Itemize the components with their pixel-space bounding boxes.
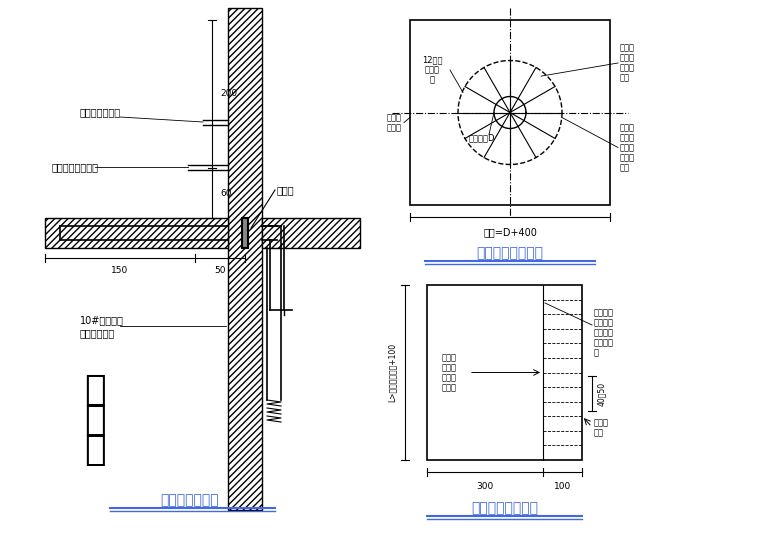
- Text: 200: 200: [220, 90, 237, 98]
- Text: 外壁: 外壁: [620, 74, 630, 83]
- Text: 尖形叶: 尖形叶: [620, 43, 635, 53]
- Text: 面: 面: [84, 433, 106, 467]
- Text: 线: 线: [429, 76, 435, 84]
- Text: 50: 50: [214, 266, 226, 275]
- Text: 于管道: 于管道: [620, 63, 635, 72]
- Text: 裁剪虚: 裁剪虚: [425, 66, 439, 75]
- Text: 外涂防水涂料: 外涂防水涂料: [80, 328, 116, 338]
- Text: 线（与: 线（与: [620, 133, 635, 142]
- Text: 管壁: 管壁: [594, 429, 604, 438]
- Text: 墙立面: 墙立面: [387, 123, 402, 132]
- Text: 管道阴: 管道阴: [620, 143, 635, 152]
- Bar: [228, 8, 262, 510]
- Text: 止水环: 止水环: [277, 185, 295, 195]
- Text: 40～50: 40～50: [597, 381, 606, 405]
- Bar: [427, 285, 582, 460]
- Bar: [45, 218, 228, 248]
- Text: 条形卷材裁剪尺寸: 条形卷材裁剪尺寸: [471, 501, 538, 515]
- Text: 片粘贴: 片粘贴: [620, 54, 635, 62]
- Text: 弯折后呈: 弯折后呈: [594, 318, 614, 328]
- Text: 长条形卷材加强层: 长条形卷材加强层: [52, 162, 99, 172]
- Text: 粘贴于: 粘贴于: [594, 418, 609, 427]
- Text: 出墙管道处做法: 出墙管道处做法: [160, 493, 220, 507]
- Text: 圆形折: 圆形折: [620, 123, 635, 132]
- Text: 剪口范围D: 剪口范围D: [469, 133, 496, 142]
- Text: 迎: 迎: [84, 373, 106, 407]
- Bar: [262, 218, 360, 248]
- Text: 10#铅丝扎牢: 10#铅丝扎牢: [80, 315, 124, 325]
- Text: 角线重: 角线重: [620, 153, 635, 162]
- Bar: [242, 218, 248, 248]
- Text: 边长=D+400: 边长=D+400: [483, 227, 537, 237]
- Text: L>管道外径圆长+100: L>管道外径圆长+100: [388, 343, 397, 402]
- Text: 阴角线: 阴角线: [442, 373, 457, 382]
- Text: 粘贴于: 粘贴于: [387, 113, 402, 122]
- Text: 置: 置: [594, 349, 599, 358]
- Text: 折线（: 折线（: [442, 353, 457, 362]
- Text: 合）: 合）: [620, 163, 630, 172]
- Text: 150: 150: [112, 266, 128, 275]
- Text: 重合）: 重合）: [442, 383, 457, 392]
- Text: 60: 60: [220, 188, 232, 198]
- Text: 贴于墙基: 贴于墙基: [594, 338, 614, 347]
- Text: 放射状粘: 放射状粘: [594, 329, 614, 337]
- Text: 100: 100: [554, 482, 571, 491]
- Bar: [410, 20, 610, 205]
- Text: 水: 水: [84, 403, 106, 437]
- Text: 方形卷材加强层: 方形卷材加强层: [80, 107, 121, 117]
- Text: 等分叶片: 等分叶片: [594, 308, 614, 317]
- Text: 12等分: 12等分: [422, 55, 442, 64]
- Text: 与管道: 与管道: [442, 363, 457, 372]
- Text: 300: 300: [477, 482, 494, 491]
- Text: 方形卷材裁剪尺寸: 方形卷材裁剪尺寸: [477, 246, 543, 260]
